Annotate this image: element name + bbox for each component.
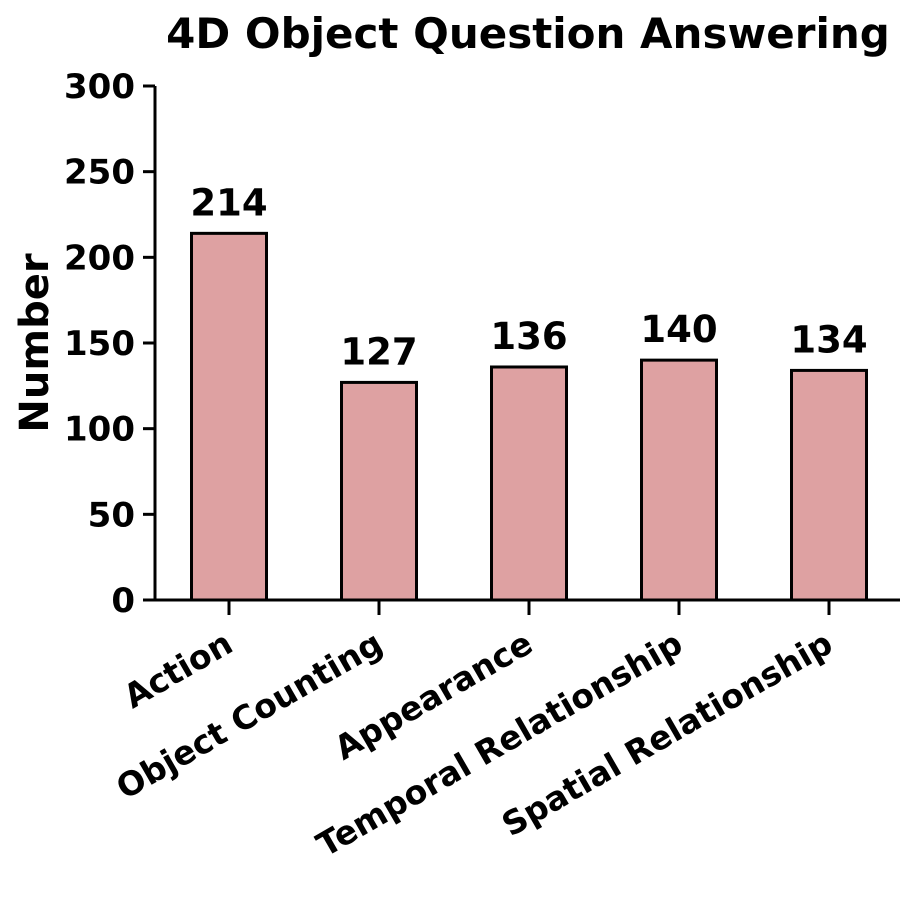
y-tick-label: 250 [64, 153, 135, 193]
data-label: 127 [340, 330, 417, 373]
data-labels: 214 127 136 140 134 [190, 181, 867, 373]
data-label: 134 [790, 318, 867, 361]
y-axis: 0 50 100 150 200 250 300 [64, 67, 157, 621]
bar [190, 231, 268, 602]
y-tick-label: 200 [64, 238, 135, 278]
y-tick-label: 100 [64, 410, 135, 450]
bar [640, 358, 718, 602]
bar [790, 368, 868, 602]
y-axis-label: Number [12, 253, 58, 432]
bar [490, 365, 568, 602]
data-label: 140 [640, 308, 717, 351]
bars [190, 231, 868, 602]
chart-title: 4D Object Question Answering [166, 9, 890, 58]
x-tick-label: Action [117, 623, 239, 716]
data-label: 214 [190, 181, 267, 224]
bar [340, 380, 418, 602]
y-tick-label: 300 [64, 67, 135, 107]
y-tick-label: 0 [111, 581, 135, 621]
data-label: 136 [490, 315, 567, 358]
y-tick-label: 150 [64, 324, 135, 364]
x-tick-label: Object Counting [109, 623, 389, 807]
y-tick-label: 50 [88, 495, 135, 535]
